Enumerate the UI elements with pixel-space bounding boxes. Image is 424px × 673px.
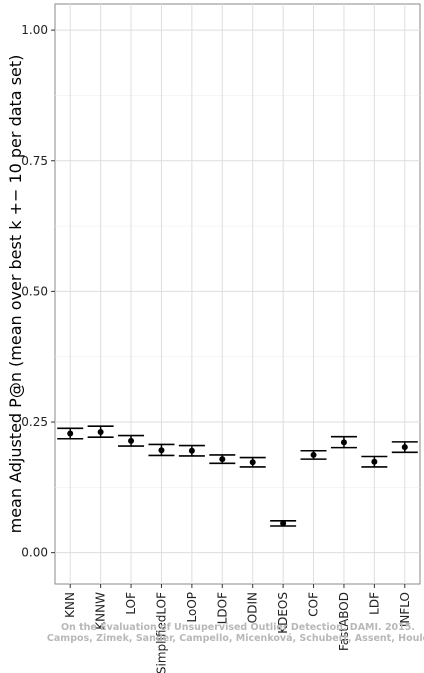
y-axis: 0.00 0.25 0.50 0.75 1.00 (21, 23, 55, 560)
x-tick-label: SimplifiedLOF (154, 592, 168, 673)
error-bar (330, 435, 357, 449)
y-axis-title: mean Adjusted P@n (mean over best k +− 1… (6, 55, 25, 534)
mean-point (401, 444, 408, 451)
y-tick-label: 0.25 (21, 415, 48, 429)
x-tick-label: LDOF (215, 592, 229, 624)
grid (55, 4, 420, 584)
error-bar (178, 444, 205, 457)
mean-point (158, 447, 165, 454)
x-tick-label: FastABOD (337, 592, 351, 651)
y-tick-label: 0.75 (21, 154, 48, 168)
watermark-line-2: Campos, Zimek, Sander, Campello, Micenko… (47, 633, 424, 644)
x-tick-label: KNN (63, 592, 77, 618)
x-tick-label: COF (307, 592, 321, 617)
x-tick-label: KDEOS (276, 592, 290, 634)
error-bar (87, 425, 114, 438)
x-tick-label: LDF (367, 592, 381, 615)
error-bar (118, 434, 145, 447)
error-bar (239, 456, 266, 468)
mean-point (340, 439, 347, 446)
error-bar (209, 454, 236, 465)
x-tick-label: INFLO (398, 592, 412, 627)
mean-point (97, 428, 104, 435)
x-tick-label: LOF (124, 592, 138, 615)
plot-panel (54, 3, 421, 585)
mean-point (310, 451, 317, 458)
error-bar (57, 427, 84, 440)
x-tick-label: ODIN (246, 592, 260, 623)
error-bar (270, 519, 297, 527)
error-bar (148, 443, 175, 457)
mean-point (219, 456, 226, 463)
y-tick-label: 1.00 (21, 23, 48, 37)
y-tick-label: 0.50 (21, 284, 48, 298)
mean-point (249, 459, 256, 466)
x-axis: KNN KNNW LOF SimplifiedLOF LoOP LDOF ODIN KDEOS… (63, 584, 412, 673)
y-tick-label: 0.00 (21, 546, 48, 560)
x-tick-label: KNNW (94, 592, 108, 630)
mean-point (371, 458, 378, 465)
error-bar (361, 455, 388, 468)
mean-point (128, 437, 135, 444)
error-bar (391, 441, 418, 454)
error-bar (300, 449, 327, 460)
mean-point (188, 447, 195, 454)
mean-point (67, 430, 74, 437)
watermark-line-1: On the Evaluation of Unsupervised Outlie… (61, 622, 415, 633)
error-bars (57, 425, 418, 527)
mean-point (280, 520, 287, 527)
x-tick-label: LoOP (185, 592, 199, 623)
